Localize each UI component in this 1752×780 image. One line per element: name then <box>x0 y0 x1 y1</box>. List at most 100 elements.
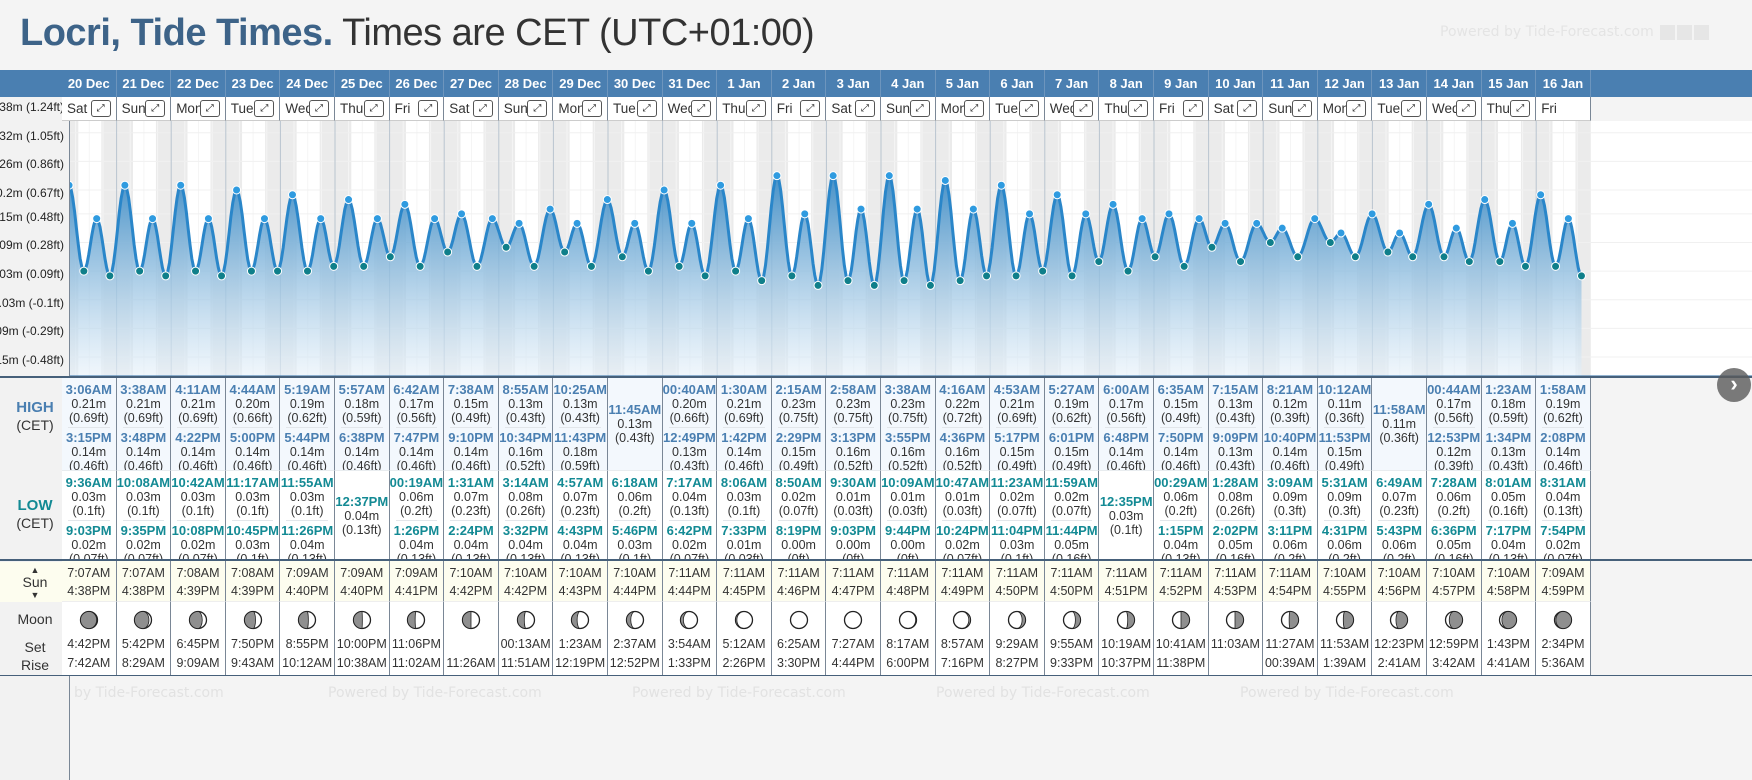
low-tide-point[interactable] <box>700 271 710 281</box>
low-tide-point[interactable] <box>303 266 313 276</box>
high-tide-point[interactable] <box>659 185 669 195</box>
high-tide-point[interactable] <box>1164 209 1174 219</box>
low-tide-point[interactable] <box>1408 252 1418 262</box>
high-tide-point[interactable] <box>400 199 410 209</box>
expand-day-button[interactable]: ⤢ <box>1400 100 1421 117</box>
high-tide-point[interactable] <box>716 180 726 190</box>
expand-day-button[interactable]: ⤢ <box>745 100 766 117</box>
high-tide-point[interactable] <box>630 218 640 228</box>
low-tide-point[interactable] <box>1150 252 1160 262</box>
expand-day-button[interactable]: ⤢ <box>1346 100 1367 117</box>
expand-day-button[interactable]: ⤢ <box>1018 100 1039 117</box>
high-tide-point[interactable] <box>1052 190 1062 200</box>
high-tide-point[interactable] <box>457 209 467 219</box>
low-tide-point[interactable] <box>443 247 453 257</box>
high-tide-point[interactable] <box>372 214 382 224</box>
low-tide-point[interactable] <box>1179 261 1189 271</box>
high-tide-point[interactable] <box>996 180 1006 190</box>
low-tide-point[interactable] <box>246 266 256 276</box>
expand-day-button[interactable]: ⤢ <box>581 100 602 117</box>
powered-by-link[interactable]: Powered by Tide-Forecast.com <box>936 685 1150 701</box>
low-tide-point[interactable] <box>560 247 570 257</box>
high-tide-point[interactable] <box>1220 218 1230 228</box>
low-tide-point[interactable] <box>1067 271 1077 281</box>
expand-day-button[interactable]: ⤢ <box>199 100 220 117</box>
low-tide-point[interactable] <box>843 276 853 286</box>
low-tide-point[interactable] <box>674 261 684 271</box>
high-tide-point[interactable] <box>1108 199 1118 209</box>
low-tide-point[interactable] <box>955 276 965 286</box>
low-tide-point[interactable] <box>329 261 339 271</box>
high-tide-point[interactable] <box>120 180 130 190</box>
low-tide-point[interactable] <box>757 276 767 286</box>
high-tide-point[interactable] <box>856 204 866 214</box>
high-tide-point[interactable] <box>316 214 326 224</box>
expand-day-button[interactable]: ⤢ <box>145 100 166 117</box>
low-tide-point[interactable] <box>79 266 89 276</box>
low-tide-point[interactable] <box>731 266 741 276</box>
expand-day-button[interactable]: ⤢ <box>909 100 930 117</box>
low-tide-point[interactable] <box>982 271 992 281</box>
high-tide-point[interactable] <box>687 218 697 228</box>
low-tide-point[interactable] <box>273 266 283 276</box>
low-tide-point[interactable] <box>217 271 227 281</box>
high-tide-point[interactable] <box>545 204 555 214</box>
low-tide-point[interactable] <box>105 271 115 281</box>
expand-day-button[interactable]: ⤢ <box>636 100 657 117</box>
low-tide-point[interactable] <box>586 261 596 271</box>
low-tide-point[interactable] <box>1495 257 1505 267</box>
high-tide-point[interactable] <box>1137 214 1147 224</box>
high-tide-point[interactable] <box>572 218 582 228</box>
high-tide-point[interactable] <box>1536 190 1546 200</box>
low-tide-point[interactable] <box>161 271 171 281</box>
low-tide-point[interactable] <box>1383 247 1393 257</box>
high-tide-point[interactable] <box>70 180 74 190</box>
low-tide-point[interactable] <box>529 261 539 271</box>
high-tide-point[interactable] <box>743 214 753 224</box>
low-tide-point[interactable] <box>1265 237 1275 247</box>
low-tide-point[interactable] <box>1551 261 1561 271</box>
expand-day-button[interactable]: ⤢ <box>363 100 384 117</box>
high-tide-point[interactable] <box>1081 209 1091 219</box>
high-tide-point[interactable] <box>968 204 978 214</box>
low-tide-point[interactable] <box>1439 252 1449 262</box>
powered-by-link[interactable]: Powered by Tide-Forecast.com <box>328 685 542 701</box>
expand-day-button[interactable]: ⤢ <box>1073 100 1094 117</box>
high-tide-point[interactable] <box>1563 214 1573 224</box>
expand-day-button[interactable]: ⤢ <box>1291 100 1312 117</box>
high-tide-point[interactable] <box>344 195 354 205</box>
low-tide-point[interactable] <box>1576 271 1586 281</box>
powered-by-link[interactable]: Powered by Tide-Forecast.com <box>632 685 846 701</box>
high-tide-point[interactable] <box>884 171 894 181</box>
low-tide-point[interactable] <box>1350 252 1360 262</box>
low-tide-point[interactable] <box>643 266 653 276</box>
expand-day-button[interactable]: ⤢ <box>472 100 493 117</box>
low-tide-point[interactable] <box>869 280 879 290</box>
high-tide-point[interactable] <box>1451 223 1461 233</box>
high-tide-point[interactable] <box>1252 218 1262 228</box>
low-tide-point[interactable] <box>501 242 511 252</box>
expand-day-button[interactable]: ⤢ <box>964 100 985 117</box>
high-tide-point[interactable] <box>1367 209 1377 219</box>
high-tide-point[interactable] <box>430 214 440 224</box>
high-tide-point[interactable] <box>1395 228 1405 238</box>
high-tide-point[interactable] <box>148 214 158 224</box>
high-tide-point[interactable] <box>940 175 950 185</box>
low-tide-point[interactable] <box>1520 261 1530 271</box>
low-tide-point[interactable] <box>787 271 797 281</box>
high-tide-point[interactable] <box>1194 214 1204 224</box>
high-tide-point[interactable] <box>176 180 186 190</box>
low-tide-point[interactable] <box>1011 271 1021 281</box>
low-tide-point[interactable] <box>472 261 482 271</box>
powered-by-link[interactable]: Powered by Tide-Forecast.com <box>1440 24 1710 40</box>
high-tide-point[interactable] <box>1025 209 1035 219</box>
expand-day-button[interactable]: ⤢ <box>418 100 439 117</box>
low-tide-point[interactable] <box>1325 237 1335 247</box>
low-tide-point[interactable] <box>1123 266 1133 276</box>
low-tide-point[interactable] <box>385 252 395 262</box>
low-tide-point[interactable] <box>1094 257 1104 267</box>
high-tide-point[interactable] <box>1424 199 1434 209</box>
low-tide-point[interactable] <box>1464 257 1474 267</box>
low-tide-point[interactable] <box>925 280 935 290</box>
low-tide-point[interactable] <box>1038 266 1048 276</box>
